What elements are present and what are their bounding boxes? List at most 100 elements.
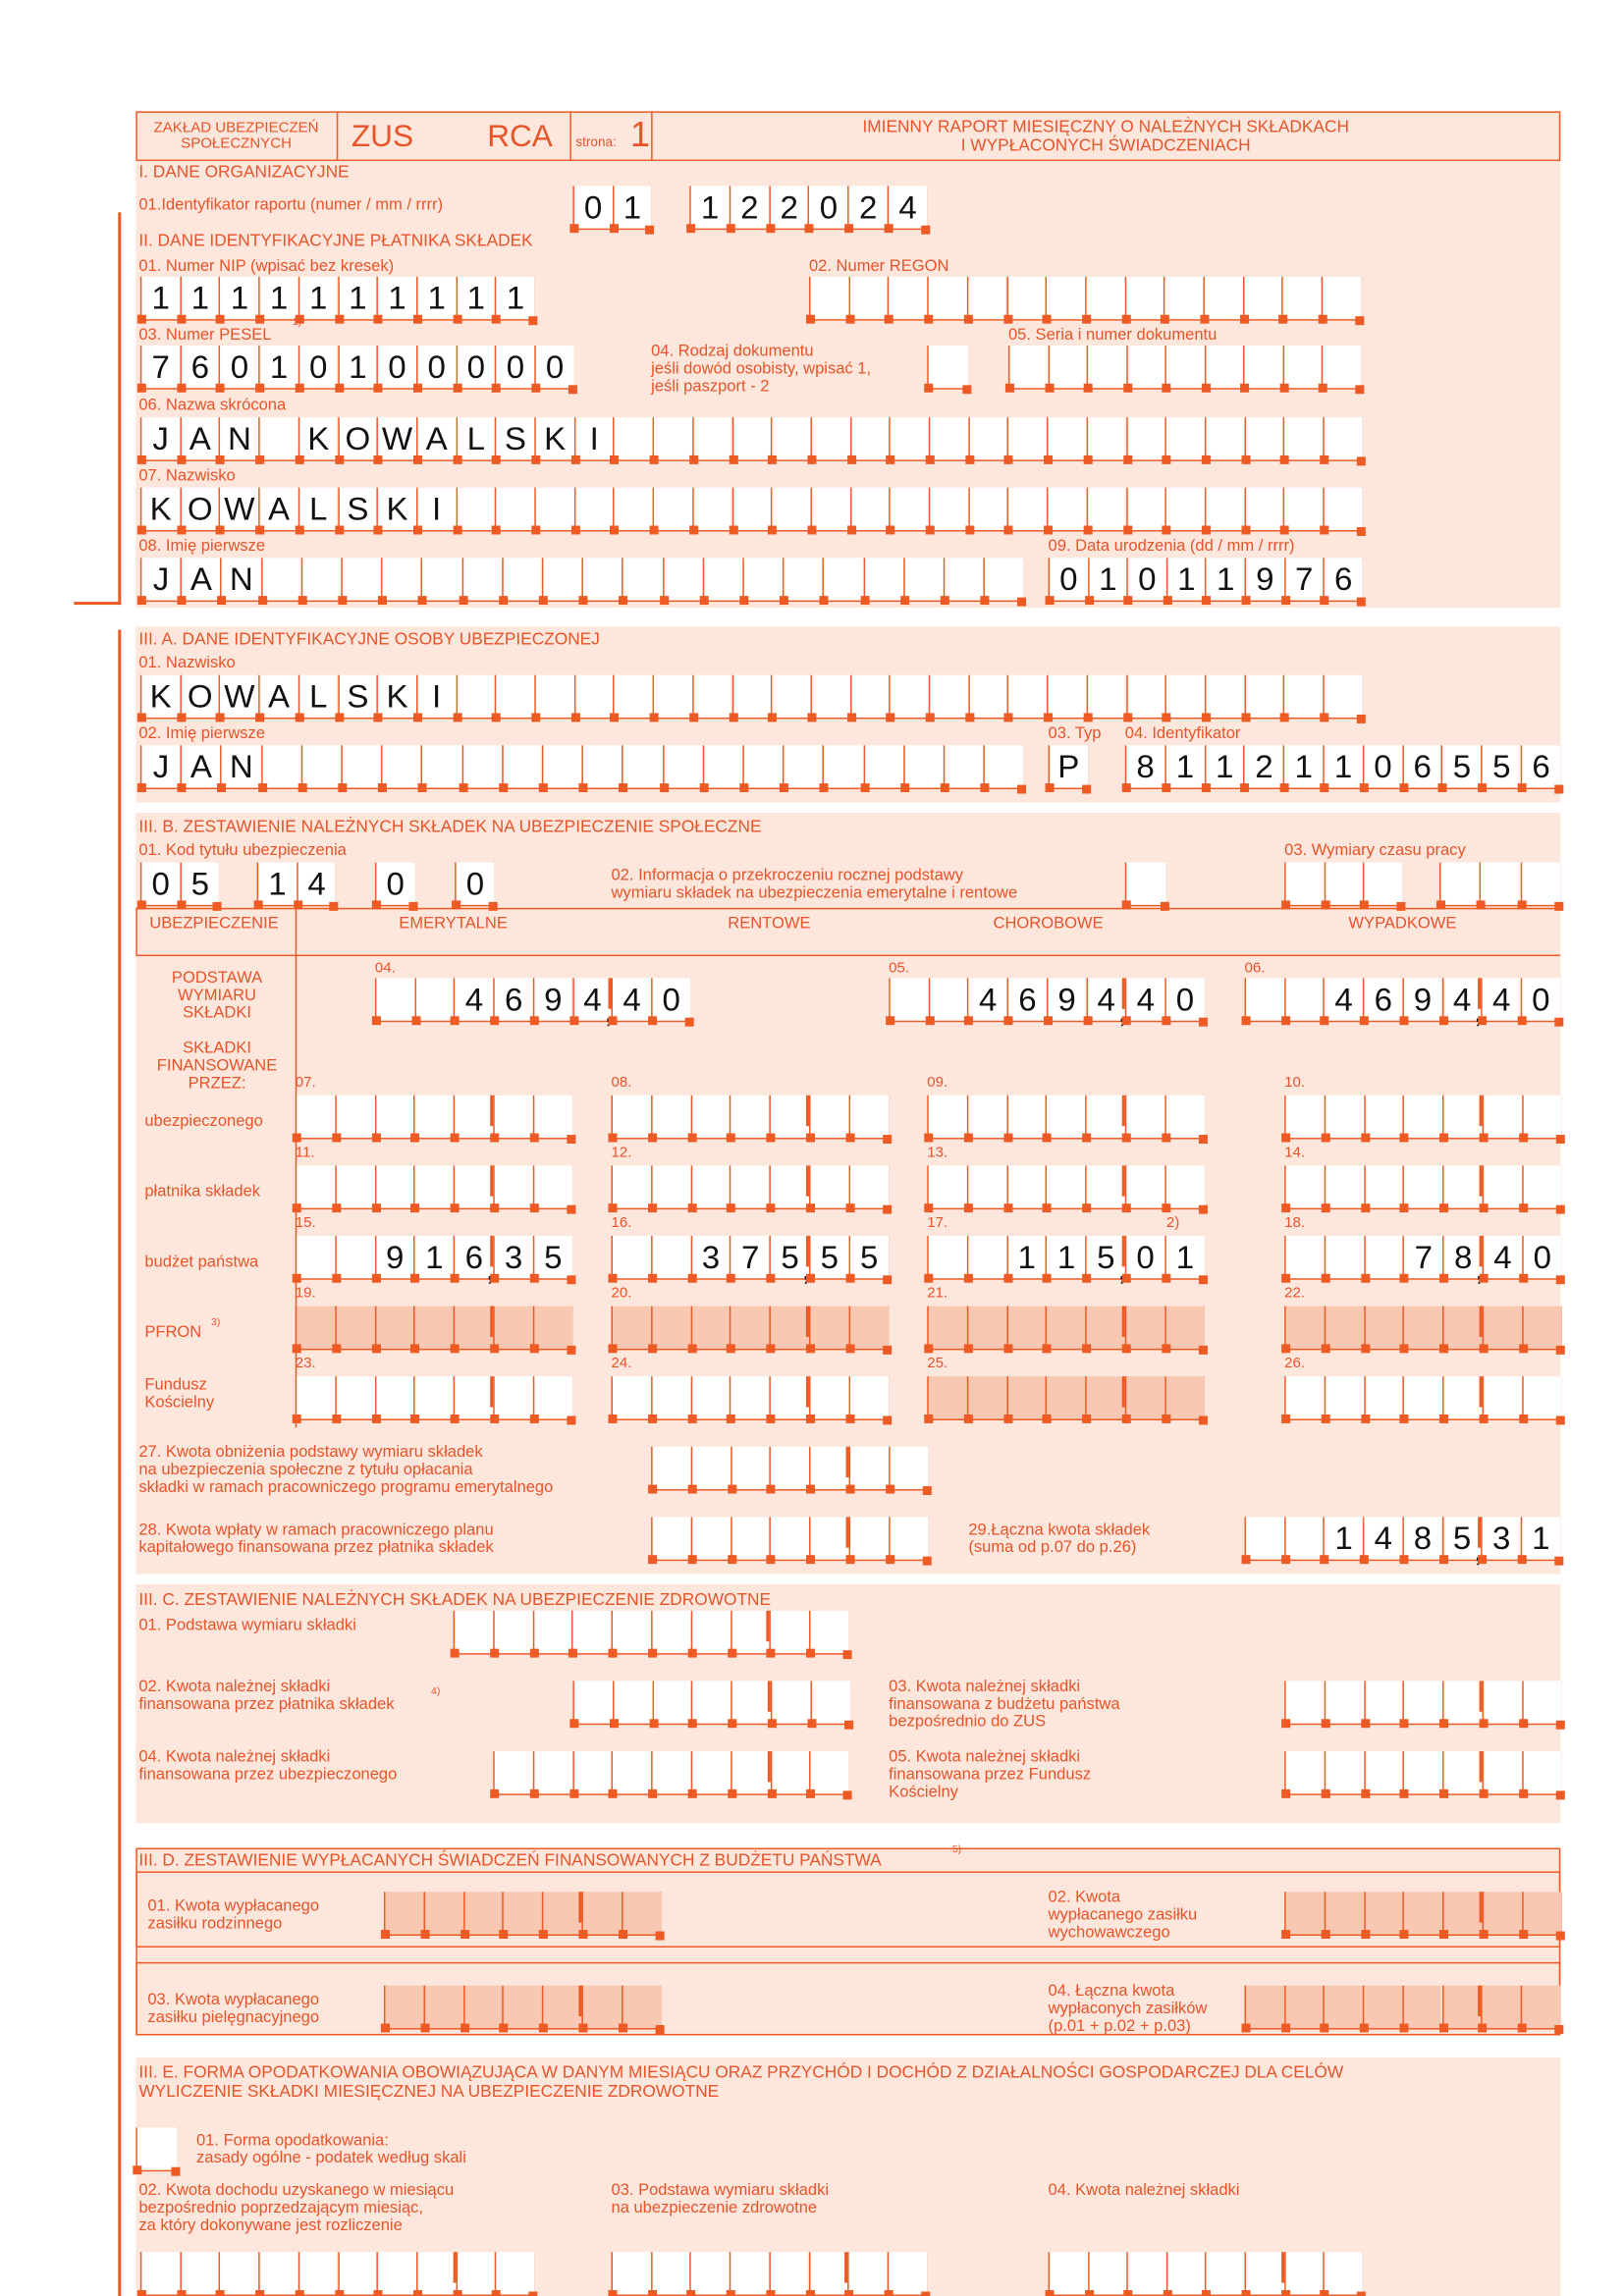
label: 27. Kwota obniżenia podstawy wymiaru skł… xyxy=(138,1443,554,1497)
cell: 4 xyxy=(608,978,651,1026)
footnote-mark: 4) xyxy=(431,1686,441,1697)
cell xyxy=(780,745,824,793)
cell xyxy=(845,1376,889,1423)
cell xyxy=(1042,276,1085,324)
cell xyxy=(1278,346,1322,393)
cell xyxy=(924,1095,967,1143)
input-field xyxy=(292,1376,575,1425)
cell: 2 xyxy=(765,186,809,234)
cell: 8 xyxy=(1121,745,1165,793)
cell xyxy=(410,1165,454,1213)
input-field xyxy=(490,1751,853,1800)
cell xyxy=(963,276,1006,324)
cell xyxy=(568,1751,613,1798)
field-number: 06. xyxy=(1244,960,1266,977)
cell xyxy=(964,674,1008,722)
cell: 5 xyxy=(845,1235,889,1283)
cell: O xyxy=(334,417,377,464)
cell xyxy=(332,1376,375,1423)
input-field xyxy=(292,1095,575,1145)
cell: 1 xyxy=(334,346,377,393)
cell xyxy=(1280,1985,1324,2033)
cell xyxy=(608,2252,651,2296)
cell xyxy=(1162,487,1205,535)
cell xyxy=(609,1681,652,1729)
rule-line xyxy=(135,907,1561,910)
cell: 4 xyxy=(884,186,927,234)
input-field xyxy=(608,2252,930,2296)
cell xyxy=(1439,1165,1483,1213)
cell xyxy=(727,1095,770,1143)
section-background xyxy=(135,111,1561,162)
cell xyxy=(924,1376,967,1423)
cell xyxy=(925,417,968,464)
label: 01. Kod tytułu ubezpieczenia xyxy=(138,841,347,860)
cell: 6 xyxy=(1003,978,1047,1026)
input-field xyxy=(924,1095,1207,1145)
cell xyxy=(885,276,928,324)
field-number: 16. xyxy=(611,1215,632,1232)
cell: I xyxy=(412,674,456,722)
cell xyxy=(1518,1376,1562,1423)
comma: , xyxy=(1473,1531,1484,1569)
input-field xyxy=(1281,1376,1564,1425)
cell: 4 xyxy=(293,862,336,910)
label: 03. Podstawa wymiaru składki na ubezpiec… xyxy=(611,2181,830,2217)
cell xyxy=(338,558,382,606)
cell xyxy=(699,558,743,606)
cell xyxy=(1479,1165,1522,1213)
cell: 6 xyxy=(1320,558,1363,606)
column-header: RENTOWE xyxy=(728,915,811,934)
cell xyxy=(1321,1235,1364,1283)
cell xyxy=(371,1165,414,1213)
cell xyxy=(1321,1376,1364,1423)
cell xyxy=(1239,276,1282,324)
cell xyxy=(766,1446,810,1494)
cell xyxy=(768,487,811,535)
cell: 9 xyxy=(1399,978,1442,1026)
cell: 2 xyxy=(844,186,888,234)
cell xyxy=(884,2252,927,2296)
cell xyxy=(688,487,732,535)
comma: , xyxy=(1117,992,1127,1030)
cell xyxy=(453,487,496,535)
cell: 1 xyxy=(1162,745,1205,793)
cell xyxy=(1320,417,1363,464)
label: 03. Typ xyxy=(1048,724,1102,743)
cell: 0 xyxy=(531,346,574,393)
input-field xyxy=(924,1165,1207,1214)
cell xyxy=(1479,1095,1522,1143)
cell xyxy=(846,417,890,464)
cell: A xyxy=(412,417,456,464)
field-number: 18. xyxy=(1284,1215,1306,1232)
cell: 5 xyxy=(805,1235,849,1283)
cell xyxy=(490,1095,533,1143)
cell xyxy=(1400,1306,1443,1354)
input-field xyxy=(380,1892,664,1941)
cell xyxy=(886,417,929,464)
row-label: Fundusz Kościelny xyxy=(144,1376,215,1412)
cell xyxy=(964,487,1008,535)
cell xyxy=(687,1446,731,1494)
cell xyxy=(1122,487,1165,535)
cell xyxy=(578,1892,622,1940)
cell xyxy=(807,487,850,535)
cell xyxy=(1280,487,1324,535)
input-field xyxy=(924,1376,1207,1425)
cell xyxy=(578,745,623,793)
cell xyxy=(1281,1751,1325,1798)
label: 02. Kwota dochodu uzyskanego w miesiącu … xyxy=(138,2181,455,2235)
cell xyxy=(729,674,772,722)
field-number: 07. xyxy=(295,1074,316,1092)
cell xyxy=(845,1517,889,1565)
cell xyxy=(608,1095,651,1143)
input-field xyxy=(1005,346,1363,395)
cell xyxy=(1439,1306,1483,1354)
section-title: III. A. DANE IDENTYFIKACYJNE OSOBY UBEZP… xyxy=(138,630,600,649)
field-number: 09. xyxy=(927,1074,948,1092)
cell xyxy=(1517,1985,1560,2033)
